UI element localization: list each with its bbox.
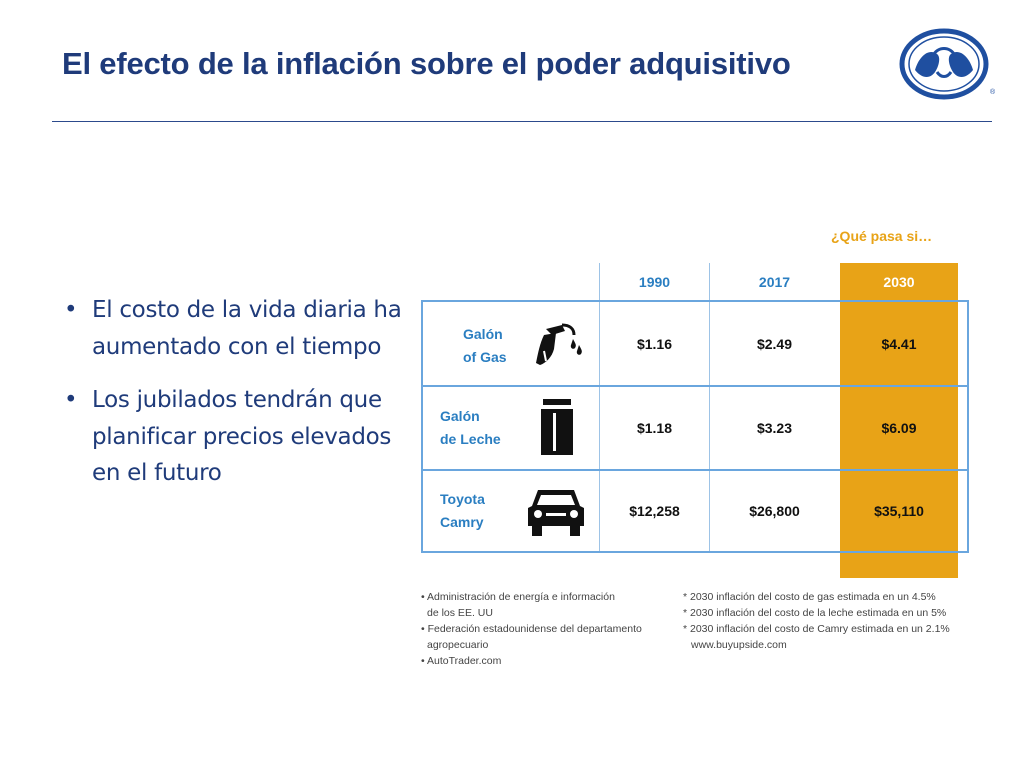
footnote-item: * 2030 inflación del costo de gas estima… — [683, 591, 936, 603]
cell-car-2030: $35,110 — [874, 503, 924, 519]
column-header-1990: 1990 — [638, 274, 671, 290]
milk-carton-icon — [541, 399, 573, 455]
title-divider — [52, 121, 992, 122]
sources-list: • Administración de energía e informació… — [421, 589, 642, 669]
source-item: de los EE. UU — [427, 607, 493, 619]
gas-pump-icon — [536, 323, 582, 365]
cell-car-2017: $26,800 — [749, 503, 800, 519]
source-item: agropecuario — [427, 639, 489, 651]
cell-car-1990: $12,258 — [629, 503, 680, 519]
bullet-item: Los jubilados tendrán que planificar pre… — [60, 382, 405, 492]
source-item: • Administración de energía e informació… — [421, 591, 615, 603]
row-label-milk: Galón de Leche — [440, 408, 501, 447]
source-item: • Federación estadounidense del departam… — [421, 623, 642, 635]
hands-logo-icon: ® — [899, 28, 996, 100]
cell-gas-2030: $4.41 — [881, 335, 917, 352]
row-label-gas: Galón of Gas — [463, 326, 507, 365]
column-header-2030: 2030 — [883, 274, 915, 290]
svg-text:®: ® — [990, 88, 996, 96]
footnote-link: www.buyupside.com — [691, 639, 787, 651]
row-divider — [423, 385, 968, 387]
column-header-2017: 2017 — [758, 274, 791, 290]
cell-milk-2030: $6.09 — [881, 420, 917, 436]
cell-gas-1990: $1.16 — [636, 335, 673, 352]
highlight-column-2030 — [840, 263, 958, 578]
column-divider — [599, 263, 600, 553]
row-label-car: Toyota Camry — [440, 491, 485, 530]
footnote-item: * 2030 inflación del costo de Camry esti… — [683, 623, 950, 635]
cell-milk-1990: $1.18 — [636, 420, 673, 436]
cell-milk-2017: $3.23 — [756, 420, 793, 436]
source-item: • AutoTrader.com — [421, 655, 502, 667]
column-divider — [709, 263, 710, 553]
footnotes-list: * 2030 inflación del costo de gas estima… — [683, 589, 950, 653]
what-if-label: ¿Qué pasa si… — [831, 228, 933, 244]
cell-gas-2017: $2.49 — [756, 335, 793, 352]
row-divider — [423, 469, 968, 471]
data-table — [421, 300, 969, 553]
footnote-item: * 2030 inflación del costo de la leche e… — [683, 607, 947, 619]
car-icon — [528, 490, 584, 536]
bullet-list: El costo de la vida diaria ha aumentado … — [60, 292, 405, 509]
page-title: El efecto de la inflación sobre el poder… — [62, 46, 791, 81]
bullet-item: El costo de la vida diaria ha aumentado … — [60, 292, 405, 365]
